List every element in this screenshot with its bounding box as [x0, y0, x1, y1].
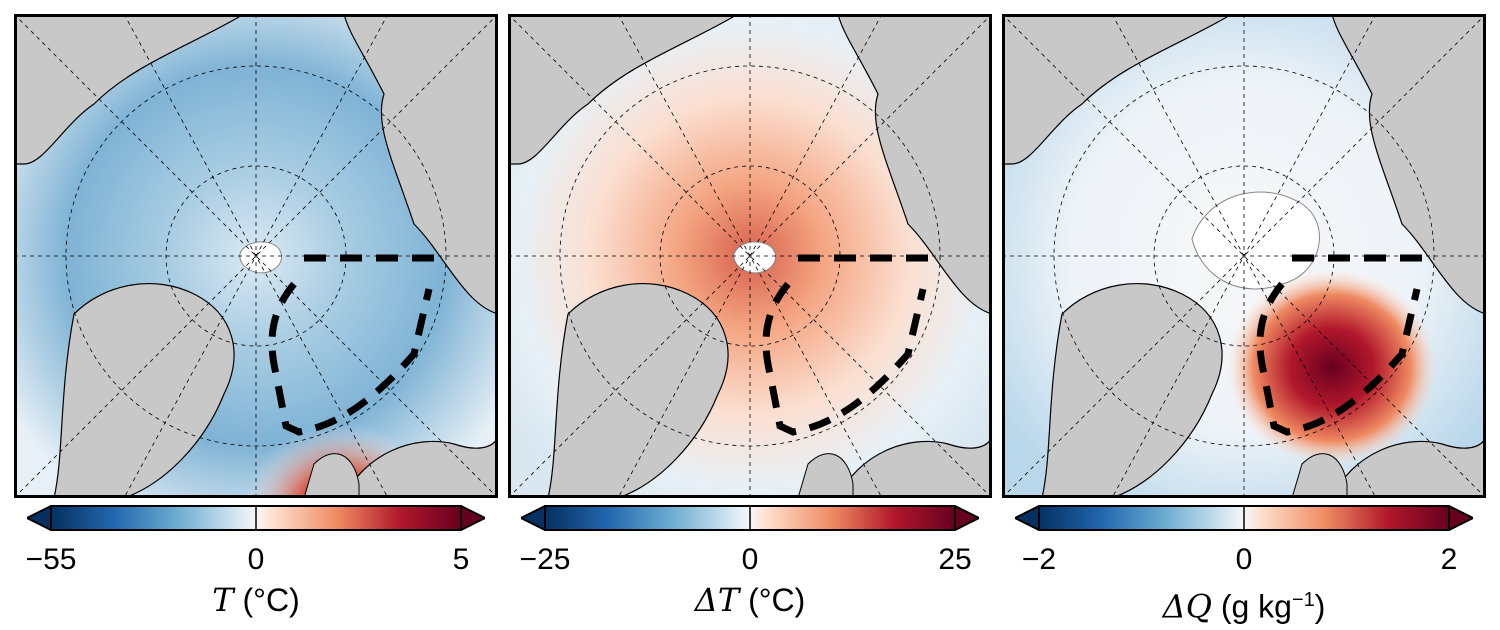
map-panel-temperature-anomaly	[508, 14, 992, 498]
colorbar-temperature-min: −55	[25, 543, 77, 576]
label-unit-prefix: (g kg	[1220, 588, 1292, 625]
label-unit-exponent: −1	[1291, 589, 1315, 611]
colorbar-humidity-anomaly-mid: 0	[1235, 543, 1253, 576]
colorbar-humidity-anomaly-min: −2	[1021, 543, 1057, 576]
colorbar-temperature-label: T (°C)	[212, 580, 299, 620]
colorbar-humidity-anomaly-label: ΔQ (g kg−1)	[1163, 580, 1326, 627]
map-panel-humidity-anomaly	[1002, 14, 1486, 498]
colorbar-temperature-mid: 0	[247, 543, 265, 576]
arctic-humidity-anomaly-map	[1002, 14, 1486, 498]
map-panel-temperature	[14, 14, 498, 498]
colorbar-temperature	[27, 505, 485, 531]
label-unit: (°C)	[242, 582, 300, 618]
colorbar-temperature-anomaly-max: 25	[938, 543, 972, 576]
label-symbol: ΔT	[694, 581, 740, 619]
colorbar-temperature-anomaly-mid: 0	[741, 543, 759, 576]
arctic-temperature-anomaly-map	[508, 14, 992, 498]
colorbar-temperature-anomaly	[521, 505, 979, 531]
label-symbol: T	[212, 581, 234, 619]
colorbar-temperature-anomaly-label: ΔT (°C)	[695, 580, 806, 620]
label-symbol: ΔQ	[1162, 587, 1212, 626]
colorbar-humidity-anomaly-max: 2	[1440, 543, 1458, 576]
arctic-temperature-map	[14, 14, 498, 498]
label-unit: (°C)	[748, 582, 806, 618]
colorbar-temperature-max: 5	[452, 543, 470, 576]
label-unit-suffix: )	[1314, 588, 1326, 625]
colorbar-temperature-anomaly-min: −25	[519, 543, 571, 576]
colorbar-humidity-anomaly	[1015, 505, 1473, 531]
